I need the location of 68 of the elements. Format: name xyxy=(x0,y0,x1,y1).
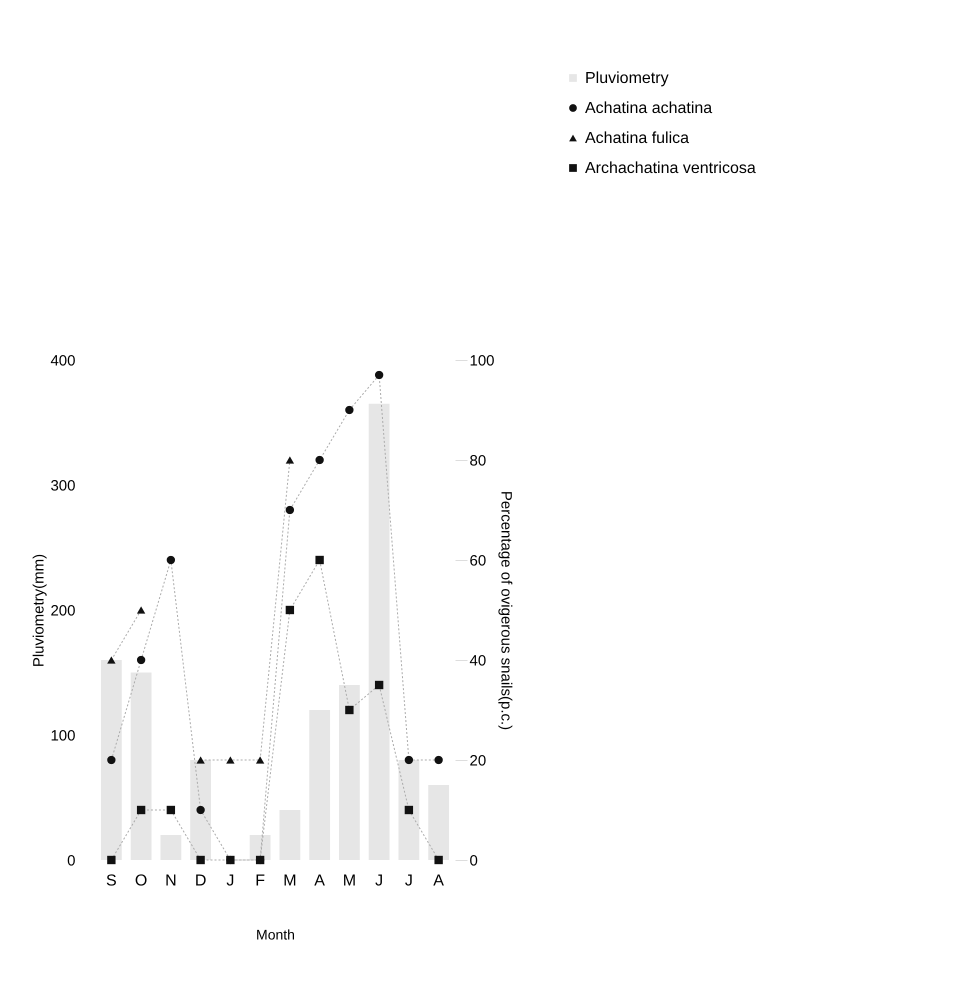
point xyxy=(107,756,116,764)
x-tick-label: A xyxy=(433,872,444,890)
x-tick-label: M xyxy=(283,872,297,890)
point xyxy=(345,706,354,714)
bar xyxy=(309,710,330,860)
x-tick-label: O xyxy=(134,872,148,890)
legend-label: Archachatina ventricosa xyxy=(585,160,756,177)
legend-label: Achatina fulica xyxy=(585,130,690,147)
point xyxy=(374,370,384,380)
point xyxy=(196,756,205,764)
bar xyxy=(428,785,450,860)
point xyxy=(136,656,146,664)
x-tick-label: J xyxy=(226,872,234,890)
point xyxy=(315,556,324,564)
x-tick-label: A xyxy=(314,872,326,890)
point xyxy=(404,756,414,764)
bar xyxy=(130,672,152,860)
bar xyxy=(279,810,300,860)
y-tick-label: 400 xyxy=(50,352,76,370)
point xyxy=(196,806,205,814)
x-tick-label: J xyxy=(404,872,413,890)
y2-tick-label: 0 xyxy=(470,852,478,870)
point xyxy=(345,406,354,414)
point xyxy=(256,756,264,764)
point xyxy=(226,756,235,764)
bar xyxy=(190,760,212,860)
point xyxy=(434,756,443,764)
x-tick-label: N xyxy=(165,872,177,890)
point xyxy=(107,856,116,864)
x-tick-label: D xyxy=(194,872,206,890)
y-axis-title: Pluviometry(mm) xyxy=(30,554,48,668)
y2-tick-label: 40 xyxy=(470,652,486,670)
point xyxy=(166,806,176,814)
point xyxy=(226,856,235,864)
point xyxy=(196,856,205,864)
x-tick-label: S xyxy=(106,872,117,890)
bar xyxy=(160,835,182,860)
bar xyxy=(398,760,420,860)
y-tick-label: 300 xyxy=(50,478,76,494)
point xyxy=(315,456,324,464)
bar xyxy=(338,685,360,860)
y-tick-label: 0 xyxy=(67,852,76,870)
x-axis-title: Month xyxy=(256,926,295,942)
point xyxy=(256,856,264,864)
y2-tick-label: 80 xyxy=(470,452,486,470)
point xyxy=(136,606,146,614)
point xyxy=(136,806,146,814)
point xyxy=(107,656,116,664)
y-tick-label: 100 xyxy=(50,728,76,744)
point xyxy=(286,506,294,514)
x-tick-label: J xyxy=(375,872,384,890)
y2-tick-label: 20 xyxy=(470,752,486,770)
y2-axis-title: Percentage of ovigerous snails(p.c.) xyxy=(498,490,515,730)
x-tick-label: F xyxy=(255,872,266,890)
y-tick-label: 200 xyxy=(50,602,76,620)
point xyxy=(286,606,294,614)
point xyxy=(404,806,414,814)
point xyxy=(166,556,176,564)
y2-tick-label: 60 xyxy=(470,552,486,570)
legend-label: Achatina achatina xyxy=(585,100,712,117)
legend-label: Pluviometry xyxy=(585,70,669,87)
bar xyxy=(368,404,390,860)
point xyxy=(374,680,384,690)
point xyxy=(286,456,294,464)
bar xyxy=(100,660,122,860)
x-tick-label: M xyxy=(342,872,356,890)
y2-tick-label: 100 xyxy=(470,352,495,370)
point xyxy=(434,856,443,864)
